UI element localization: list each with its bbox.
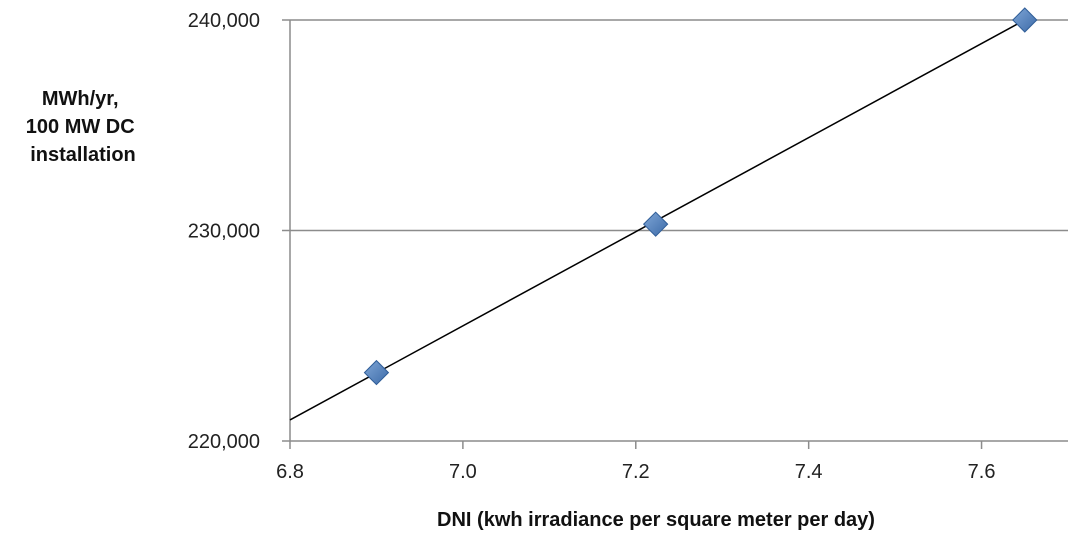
x-tick-label-3: 7.4 xyxy=(795,461,823,483)
data-point-0 xyxy=(363,359,390,386)
x-tick-label-4: 7.6 xyxy=(968,461,996,483)
y-axis-title: MWh/yr, 100 MW DC installation xyxy=(26,88,140,166)
x-axis-title: DNI (kwh irradiance per square meter per… xyxy=(437,509,875,531)
x-tick-label-0: 6.8 xyxy=(276,461,304,483)
x-tick-label-2: 7.2 xyxy=(622,461,650,483)
gridlines xyxy=(290,19,1068,232)
y-axis-title-line-3: installation xyxy=(30,144,136,166)
y-tick-label-2: 240,000 xyxy=(188,10,260,32)
data-points xyxy=(363,7,1038,386)
y-axis-title-line-2: 100 MW DC xyxy=(26,116,135,138)
y-tick-labels: 220,000 230,000 240,000 xyxy=(188,10,290,453)
data-point-1 xyxy=(642,211,669,237)
x-tick-label-1: 7.0 xyxy=(449,461,477,483)
x-tick-labels: 6.8 7.0 7.2 7.4 7.6 xyxy=(276,441,995,483)
data-point-2 xyxy=(1012,7,1038,33)
y-tick-label-0: 220,000 xyxy=(188,431,260,453)
y-axis-title-line-1: MWh/yr, xyxy=(42,88,119,110)
y-tick-label-1: 230,000 xyxy=(188,221,260,243)
